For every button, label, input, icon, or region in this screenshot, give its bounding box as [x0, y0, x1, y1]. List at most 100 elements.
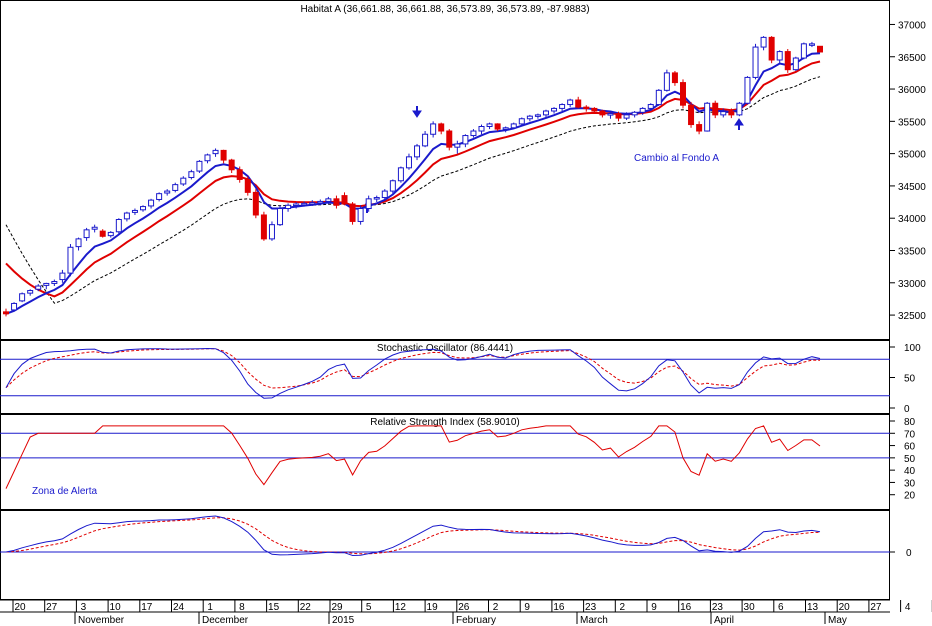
x-month-label: November: [78, 615, 125, 626]
candle: [454, 143, 461, 148]
candle: [607, 113, 614, 116]
candle: [502, 127, 509, 130]
x-month-label: December: [202, 615, 249, 626]
y-tick-label: 33500: [898, 247, 926, 258]
candle: [567, 99, 574, 106]
rsi-tick-label: 80: [904, 417, 916, 428]
candle: [768, 36, 775, 61]
candle: [518, 118, 525, 125]
momentum-tick-label: 0: [906, 548, 912, 559]
candle: [309, 202, 316, 205]
x-day-label: 5: [366, 602, 372, 613]
annotation-zona: Zona de Alerta: [32, 486, 97, 497]
candle: [631, 111, 638, 116]
candle: [712, 102, 719, 116]
x-day-label: 4: [905, 602, 911, 613]
candle: [381, 190, 388, 199]
x-day-label: 20: [14, 602, 26, 613]
candle: [494, 123, 501, 130]
candle: [252, 191, 259, 216]
stochastic-signal-line: [5, 348, 821, 389]
arrow-down-icon: [412, 106, 422, 118]
price-chart-title: Habitat A (36,661.88, 36,661.88, 36,573.…: [300, 4, 589, 15]
candle: [180, 177, 187, 185]
candle: [679, 82, 686, 106]
y-tick-label: 32500: [898, 311, 926, 322]
candle: [784, 51, 791, 71]
candle: [720, 111, 727, 116]
candle: [43, 282, 50, 286]
candle: [67, 246, 74, 274]
candle: [164, 190, 171, 194]
candle: [688, 104, 695, 126]
x-day-label: 1: [207, 602, 213, 613]
stochastic-title: Stochastic Oscillator (86.4441): [377, 343, 513, 354]
candle: [131, 209, 138, 213]
candle: [663, 72, 670, 91]
rsi-tick-label: 40: [904, 466, 916, 477]
rsi-tick-label: 30: [904, 478, 916, 489]
annotation-cambio: Cambio al Fondo A: [634, 153, 719, 164]
candle: [357, 208, 364, 222]
candle: [301, 202, 308, 206]
arrow-up-icon: [734, 118, 744, 130]
candle: [744, 76, 751, 104]
x-day-label: 27: [870, 602, 882, 613]
x-day-label: 2: [620, 602, 626, 613]
candle: [188, 171, 195, 179]
candle: [559, 104, 566, 109]
candle: [107, 231, 114, 237]
candle: [542, 110, 549, 116]
candle: [438, 123, 445, 132]
long-moving-average: [5, 76, 821, 304]
x-day-label: 24: [173, 602, 185, 613]
candle: [591, 107, 598, 112]
y-tick-label: 34000: [898, 214, 926, 225]
stochastic-line: [5, 347, 821, 399]
candle: [462, 135, 469, 145]
candle: [333, 198, 340, 206]
candle: [599, 110, 606, 116]
candle: [99, 230, 106, 237]
axis-layer: 3250033000335003400034500350003550036000…: [0, 20, 932, 626]
candle: [478, 126, 485, 132]
y-tick-label: 36000: [898, 85, 926, 96]
candle: [817, 45, 823, 53]
candle: [792, 57, 799, 71]
x-month-label: May: [828, 615, 847, 626]
x-day-label: 30: [744, 602, 756, 613]
candle: [736, 102, 743, 116]
y-tick-label: 34500: [898, 182, 926, 193]
candle: [212, 149, 219, 155]
candle: [59, 272, 66, 281]
candle: [140, 206, 147, 211]
candle: [397, 167, 404, 182]
x-month-label: April: [714, 615, 734, 626]
candle: [228, 159, 235, 171]
candle: [430, 123, 437, 135]
candle: [325, 198, 332, 202]
candle: [35, 285, 42, 290]
candle: [639, 107, 646, 113]
candle: [3, 311, 9, 315]
candle: [51, 281, 58, 284]
candle: [623, 114, 630, 119]
stochastic-tick-label: 100: [904, 343, 921, 354]
candle: [647, 104, 654, 109]
x-day-label: 6: [778, 602, 784, 613]
candle: [551, 107, 558, 112]
candle: [389, 180, 396, 192]
candle: [696, 124, 703, 132]
rsi-line: [5, 425, 821, 489]
candle: [776, 51, 783, 61]
candle: [27, 290, 34, 294]
x-day-label: 17: [141, 602, 153, 613]
x-day-label: 22: [300, 602, 312, 613]
panel-frames: [0, 0, 890, 600]
candle: [365, 198, 372, 210]
x-day-label: 23: [712, 602, 724, 613]
candle: [470, 130, 477, 137]
rsi-title: Relative Strength Index (58.9010): [370, 417, 520, 428]
x-day-label: 12: [395, 602, 407, 613]
